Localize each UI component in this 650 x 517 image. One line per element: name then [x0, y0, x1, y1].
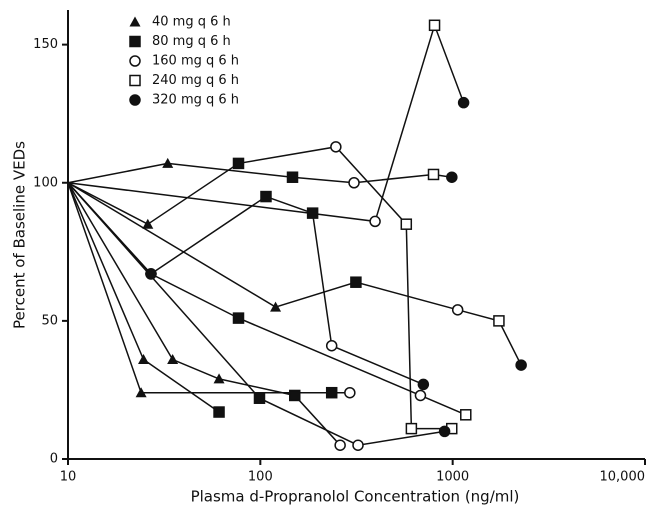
x-tick-label: 100	[248, 470, 273, 485]
marker	[138, 354, 150, 365]
marker	[213, 373, 225, 384]
marker	[400, 218, 413, 230]
marker	[350, 276, 362, 288]
data-line	[67, 182, 424, 386]
legend-marker	[129, 74, 141, 87]
marker	[417, 378, 430, 391]
marker	[369, 215, 381, 228]
marker	[232, 312, 245, 324]
marker	[306, 207, 319, 219]
x-tick-label: 10,000	[600, 470, 646, 485]
marker	[427, 168, 440, 181]
marker	[348, 177, 360, 189]
legend-label: 240 mg q 6 h	[152, 73, 239, 88]
marker	[286, 171, 299, 183]
legend-label: 160 mg q 6 h	[152, 54, 239, 69]
x-tick-label: 1000	[436, 470, 469, 485]
y-axis-label: Percent of Baseline VEDs	[11, 141, 29, 329]
marker	[213, 406, 225, 418]
legend-marker	[129, 55, 141, 67]
marker	[334, 439, 346, 451]
marker	[414, 389, 427, 402]
data-line	[67, 182, 522, 366]
data-line	[67, 182, 341, 446]
data-line	[67, 182, 467, 416]
legend-label: 80 mg q 6 h	[152, 34, 231, 49]
marker	[325, 386, 338, 399]
marker	[352, 439, 364, 451]
marker	[457, 96, 470, 109]
marker	[142, 218, 154, 229]
y-tick-label: 100	[33, 175, 58, 190]
marker	[446, 171, 458, 183]
y-tick-label: 50	[41, 313, 58, 328]
marker	[325, 339, 338, 352]
data-line	[67, 162, 452, 184]
marker	[289, 389, 301, 402]
marker	[515, 359, 527, 371]
marker	[270, 301, 282, 312]
x-tick-label: 10	[60, 470, 77, 485]
legend-marker	[129, 35, 141, 48]
data-line	[67, 182, 350, 394]
marker	[330, 141, 342, 153]
marker	[232, 157, 245, 170]
data-line	[67, 22, 465, 223]
marker	[145, 268, 157, 280]
marker	[405, 422, 418, 435]
x-axis-label: Plasma d-Propranolol Concentration (ng/m…	[191, 488, 520, 506]
marker	[438, 425, 451, 438]
marker	[162, 157, 174, 168]
marker	[493, 315, 505, 327]
marker	[451, 304, 464, 316]
legend-marker	[129, 94, 141, 106]
marker	[253, 392, 266, 404]
marker	[260, 190, 272, 203]
data-line	[67, 146, 452, 430]
marker	[167, 354, 179, 365]
legend-marker	[129, 16, 141, 27]
marker	[344, 386, 356, 399]
data-line	[67, 182, 445, 446]
legend-label: 40 mg q 6 h	[152, 15, 231, 30]
marker	[135, 387, 147, 398]
legend-label: 320 mg q 6 h	[152, 93, 239, 108]
marker	[428, 19, 441, 32]
y-tick-label: 0	[50, 452, 58, 467]
marker	[460, 409, 472, 421]
y-tick-label: 150	[33, 37, 58, 52]
